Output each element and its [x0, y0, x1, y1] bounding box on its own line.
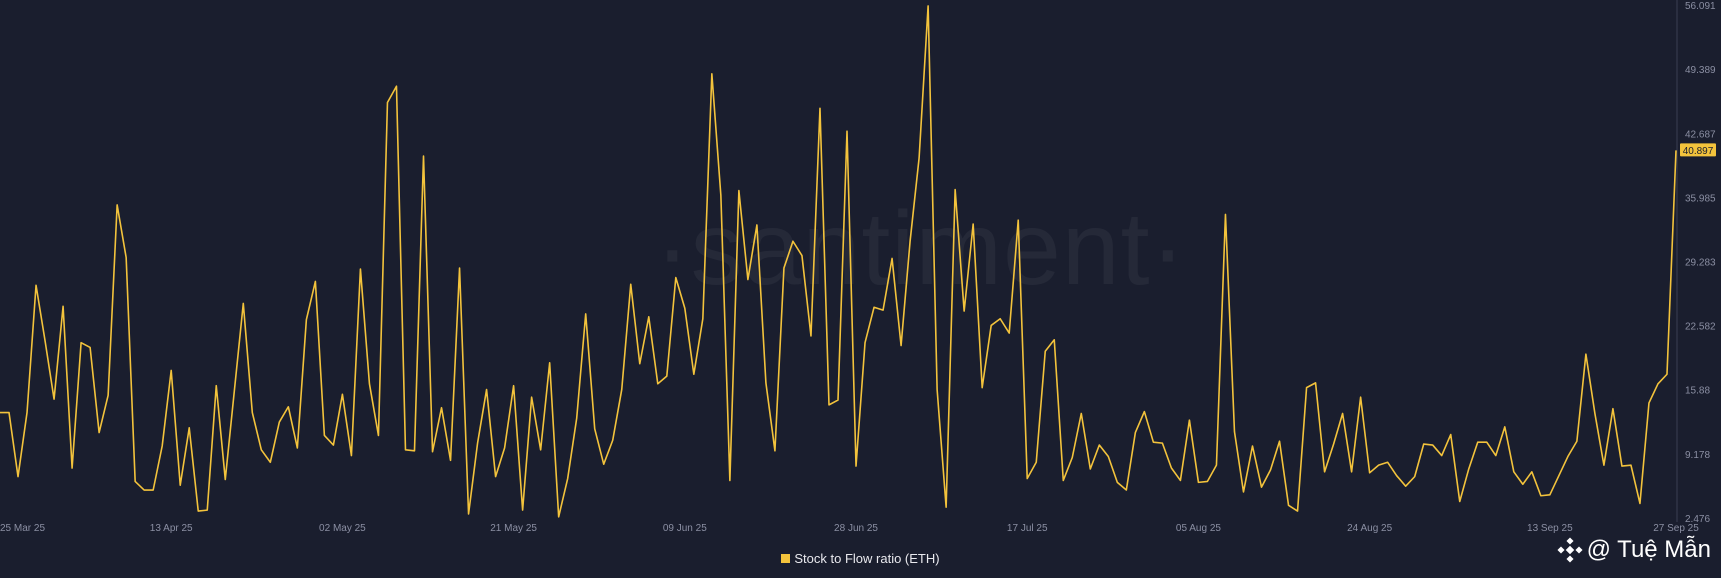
y-tick-label: 22.582: [1685, 322, 1716, 333]
legend-swatch: [781, 554, 791, 563]
y-tick-label: 35.985: [1685, 193, 1716, 204]
series-line-stock-to-flow: [0, 5, 1677, 518]
binance-diamond-icon: [1557, 537, 1583, 563]
legend[interactable]: Stock to Flow ratio (ETH): [0, 551, 1721, 566]
x-tick-label: 27 Sep 25: [1653, 523, 1699, 534]
x-tick-label: 25 Mar 25: [0, 523, 45, 534]
last-value-label: 40.897: [1683, 146, 1714, 157]
x-tick-label: 24 Aug 25: [1347, 523, 1392, 534]
x-tick-label: 17 Jul 25: [1007, 523, 1048, 534]
y-tick-label: 29.283: [1685, 258, 1716, 269]
legend-label: Stock to Flow ratio (ETH): [794, 551, 940, 566]
x-tick-label: 09 Jun 25: [663, 523, 707, 534]
x-tick-label: 02 May 25: [319, 523, 366, 534]
y-tick-label: 42.687: [1685, 129, 1716, 140]
x-tick-label: 28 Jun 25: [834, 523, 878, 534]
y-tick-label: 49.389: [1685, 65, 1716, 76]
attribution-text: @ Tuệ Mẫn: [1586, 536, 1711, 563]
attribution: @ Tuệ Mẫn: [1557, 536, 1711, 564]
y-tick-label: 15.88: [1685, 386, 1710, 397]
y-tick-label: 9.178: [1685, 450, 1710, 461]
x-tick-label: 21 May 25: [490, 523, 537, 534]
last-value-badge: [1680, 143, 1716, 157]
y-tick-label: 2.476: [1685, 514, 1710, 525]
y-tick-label: 56.091: [1685, 1, 1716, 12]
x-tick-label: 13 Sep 25: [1527, 523, 1573, 534]
x-tick-label: 13 Apr 25: [150, 523, 193, 534]
x-tick-label: 05 Aug 25: [1176, 523, 1221, 534]
